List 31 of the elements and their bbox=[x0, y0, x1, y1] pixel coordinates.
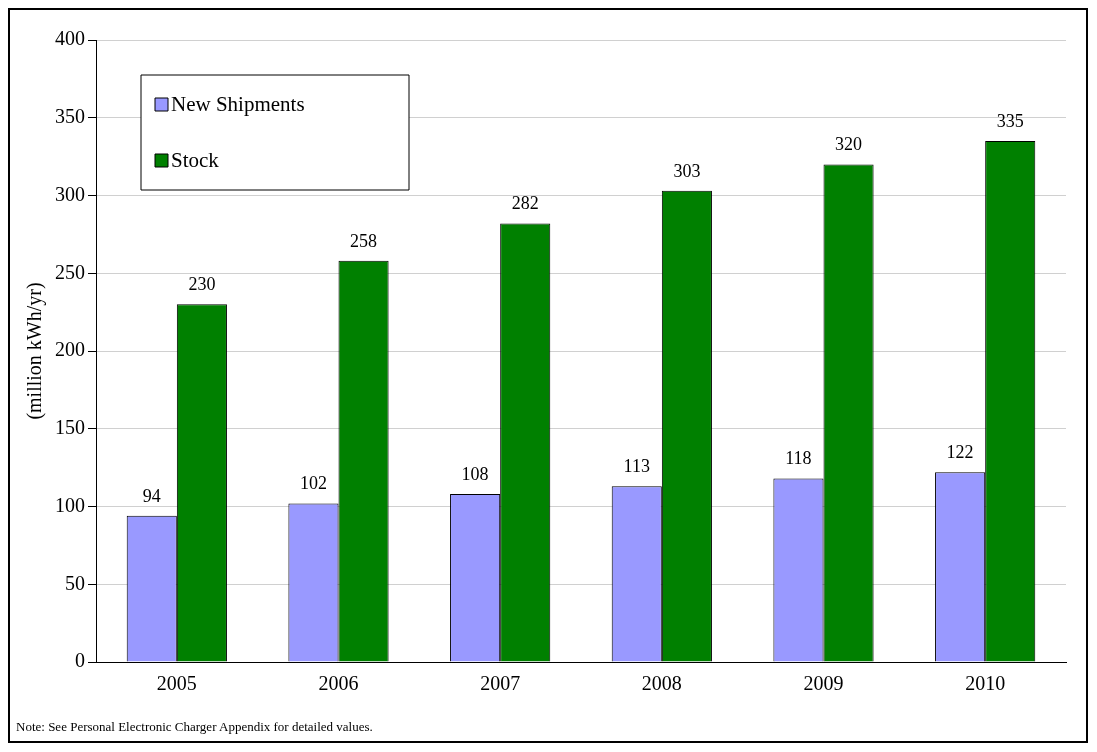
x-tick-label: 2009 bbox=[803, 672, 844, 695]
data-label: 303 bbox=[673, 160, 701, 181]
y-tick-label: 350 bbox=[55, 105, 85, 127]
legend-label: New Shipments bbox=[171, 91, 305, 116]
x-tick-label: 2006 bbox=[318, 672, 359, 695]
x-tick-label: 2008 bbox=[641, 672, 682, 695]
data-label: 230 bbox=[188, 274, 216, 295]
data-label: 320 bbox=[835, 134, 863, 155]
text: Note: See Personal Electronic Charger Appendix for detailed values. bbox=[16, 719, 373, 735]
y-tick-label: 200 bbox=[55, 338, 85, 361]
data-label: 113 bbox=[623, 456, 650, 477]
y-tick-label: 50 bbox=[65, 571, 85, 594]
data-label: 335 bbox=[996, 110, 1024, 131]
x-tick-label: 2007 bbox=[480, 672, 521, 695]
legend-label: Stock bbox=[171, 147, 220, 172]
data-label: 102 bbox=[299, 473, 327, 494]
y-tick-label: 250 bbox=[55, 260, 85, 283]
y-axis-title: (million kWh/yr) bbox=[23, 282, 47, 420]
x-tick-label: 2005 bbox=[156, 672, 197, 695]
data-label: 122 bbox=[946, 442, 974, 463]
y-tick-label: 400 bbox=[55, 27, 85, 50]
y-tick-label: 100 bbox=[55, 493, 85, 516]
data-label: 258 bbox=[350, 230, 378, 251]
y-tick-label: 150 bbox=[55, 416, 85, 438]
x-tick-label: 2010 bbox=[965, 672, 1006, 695]
data-label: 118 bbox=[785, 448, 812, 469]
data-label: 282 bbox=[511, 193, 539, 214]
data-label: 94 bbox=[142, 485, 161, 506]
y-tick-label: 300 bbox=[55, 182, 85, 205]
y-tick-label: 0 bbox=[75, 649, 85, 672]
data-label: 108 bbox=[461, 463, 489, 484]
